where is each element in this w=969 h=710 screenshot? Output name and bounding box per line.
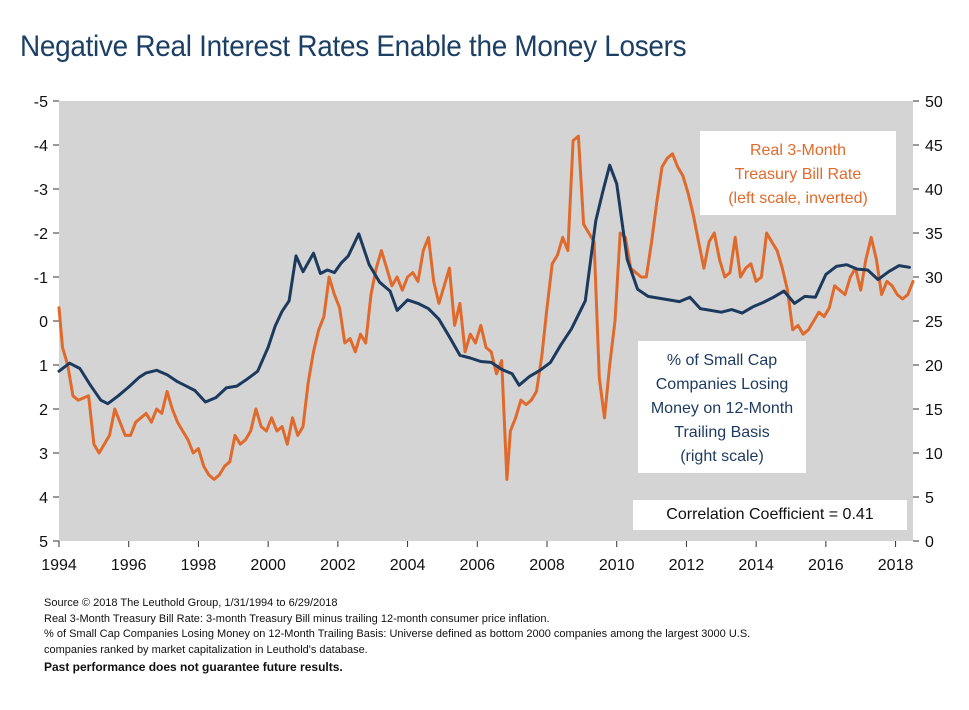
- annotation-text: Correlation Coefficient = 0.41: [666, 506, 873, 523]
- tbill-rate-line: [57, 134, 915, 481]
- left-tick-label: -2: [34, 226, 48, 243]
- left-tick-label: -5: [34, 94, 48, 111]
- source-note: Source © 2018 The Leuthold Group, 1/31/1…: [44, 597, 338, 609]
- right-tick-label: 10: [925, 446, 943, 463]
- left-tick-label: 5: [39, 534, 48, 551]
- x-tick-label: 2004: [390, 557, 426, 574]
- left-tick-label: -1: [34, 270, 48, 287]
- x-axis: 1994 1996 1998 2000 2002 2004 2006 2008 2010 2012…: [41, 541, 913, 574]
- x-tick-label: 2016: [808, 557, 844, 574]
- left-tick-label: 4: [39, 490, 48, 507]
- left-tick-label: 0: [39, 314, 48, 331]
- money-losers-line: [57, 163, 911, 406]
- right-tick-label: 15: [925, 402, 943, 419]
- left-tick-label: 2: [39, 402, 48, 419]
- right-tick-label: 0: [925, 534, 934, 551]
- annotation-text: Companies Losing: [656, 376, 789, 393]
- definition-note-3: companies ranked by market capitalizatio…: [44, 643, 368, 656]
- annotation-text: (left scale, inverted): [728, 190, 868, 207]
- x-tick-label: 1998: [181, 557, 217, 574]
- right-tick-label: 45: [925, 138, 943, 155]
- x-tick-label: 2010: [599, 557, 635, 574]
- annotation-text: Trailing Basis: [674, 424, 769, 441]
- annotation-text: % of Small Cap: [667, 352, 777, 369]
- tbill-label-box: [700, 131, 896, 215]
- annotation-text: (right scale): [680, 448, 764, 465]
- right-tick-label: 35: [925, 226, 943, 243]
- right-tick-label: 40: [925, 182, 943, 199]
- definition-note-1: Real 3-Month Treasury Bill Rate: 3-month…: [44, 612, 550, 625]
- x-tick-label: 2018: [878, 557, 914, 574]
- annotation-text: Treasury Bill Rate: [735, 166, 862, 183]
- left-tick-label: -3: [34, 182, 48, 199]
- x-tick-label: 2006: [459, 557, 495, 574]
- correlation-label-box: [633, 500, 907, 530]
- chart-title: Negative Real Interest Rates Enable the …: [20, 30, 687, 63]
- x-tick-label: 2008: [529, 557, 565, 574]
- x-tick-label: 2014: [738, 557, 774, 574]
- right-tick-label: 30: [925, 270, 943, 287]
- left-tick-label: 1: [39, 358, 48, 375]
- left-tick-label: 3: [39, 446, 48, 463]
- left-axis: -5 -4 -3 -2 -1 0 1 2 3 4 5: [34, 94, 59, 551]
- definition-note-2: % of Small Cap Companies Losing Money on…: [44, 628, 751, 640]
- x-tick-label: 2012: [669, 557, 705, 574]
- x-tick-label: 2002: [320, 557, 356, 574]
- annotation-text: Money on 12-Month: [651, 400, 793, 417]
- right-tick-label: 25: [925, 314, 943, 331]
- right-tick-label: 20: [925, 358, 943, 375]
- annotations: Real 3-Month Treasury Bill Rate (left scal…: [633, 131, 907, 530]
- x-tick-label: 2000: [250, 557, 286, 574]
- x-tick-label: 1996: [111, 557, 147, 574]
- money-losers-label-box: [638, 341, 806, 473]
- x-tick-label: 1994: [41, 557, 77, 574]
- right-tick-label: 50: [925, 94, 943, 111]
- footnotes: Source © 2018 The Leuthold Group, 1/31/1…: [44, 596, 944, 676]
- right-tick-label: 5: [925, 490, 934, 507]
- annotation-text: Real 3-Month: [750, 142, 846, 159]
- left-tick-label: -4: [34, 138, 48, 155]
- series-layer: [57, 134, 915, 481]
- disclaimer-note: Past performance does not guarantee futu…: [44, 660, 343, 674]
